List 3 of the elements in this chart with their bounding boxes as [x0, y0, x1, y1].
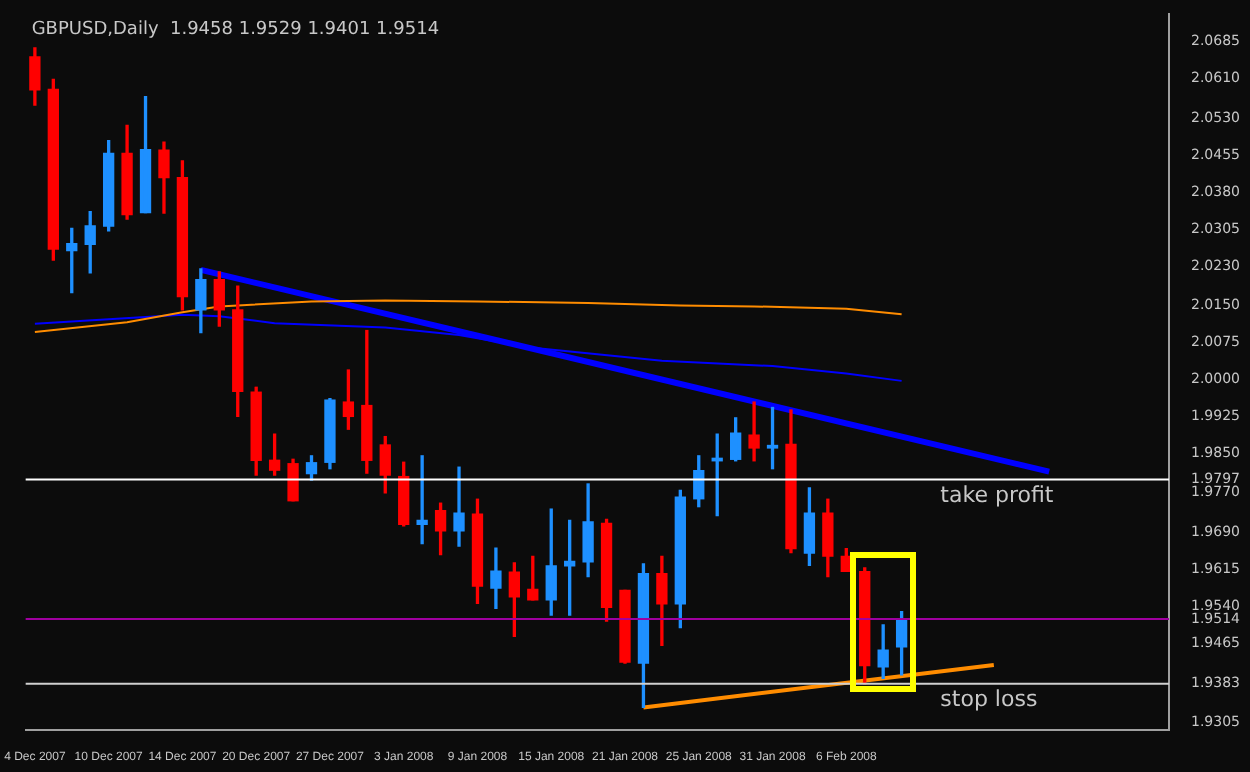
ref-line-label: take profit: [940, 482, 1055, 509]
ref-line-label: stop loss: [940, 686, 1038, 713]
chart-title: GBPUSD,Daily 1.9458 1.9529 1.9401 1.9514: [31, 20, 440, 41]
